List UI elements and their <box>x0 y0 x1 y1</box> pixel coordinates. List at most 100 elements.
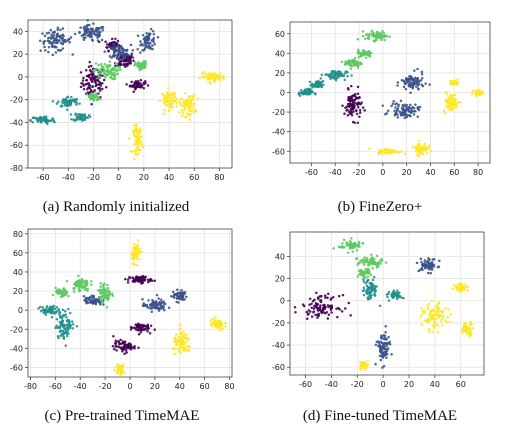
scatter-point <box>99 30 102 34</box>
scatter-point <box>101 29 105 32</box>
scatter-point <box>81 282 84 286</box>
scatter-point <box>134 125 138 128</box>
scatter-point <box>136 131 139 135</box>
x-tick-label: 60 <box>449 168 459 177</box>
scatter-point <box>114 345 117 348</box>
scatter-point <box>162 305 166 308</box>
scatter-point <box>192 102 196 106</box>
series-1 <box>293 291 352 321</box>
scatter-point <box>52 41 56 44</box>
scatter-point <box>49 42 53 45</box>
x-tick-label: -20 <box>99 382 112 391</box>
scatter-point <box>451 107 455 110</box>
scatter-point <box>37 307 40 310</box>
scatter-point <box>464 330 467 333</box>
scatter-point <box>451 101 454 105</box>
scatter-point <box>459 290 462 293</box>
scatter-point <box>391 296 394 300</box>
scatter-point <box>91 73 95 77</box>
scatter-point <box>420 306 423 310</box>
scatter-point <box>70 117 73 121</box>
scatter-point <box>470 92 474 96</box>
scatter-point <box>79 289 82 293</box>
scatter-point <box>128 60 132 64</box>
scatter-point <box>95 92 98 96</box>
scatter-point <box>124 349 128 352</box>
scatter-point <box>131 257 134 261</box>
y-tick-label: 20 <box>13 50 23 59</box>
scatter-point <box>138 127 142 131</box>
scatter-point <box>181 295 184 299</box>
scatter-point <box>163 103 167 106</box>
scatter-point <box>414 81 417 84</box>
scatter-point <box>138 247 142 251</box>
scatter-point <box>51 35 55 38</box>
scatter-point <box>45 32 49 35</box>
scatter-point <box>116 369 119 373</box>
scatter-point <box>342 238 346 242</box>
scatter-point <box>174 97 178 100</box>
scatter-point <box>134 328 138 331</box>
scatter-point <box>352 106 356 110</box>
scatter-point <box>114 341 118 344</box>
scatter-point <box>65 316 68 319</box>
scatter-point <box>61 319 65 322</box>
scatter-point <box>405 78 408 81</box>
scatter-point <box>76 284 80 288</box>
scatter-point <box>113 74 117 77</box>
scatter-point <box>316 316 319 319</box>
scatter-point <box>447 100 451 103</box>
scatter-point <box>365 365 369 369</box>
scatter-point <box>430 268 434 271</box>
y-tick-label: -20 <box>10 325 23 334</box>
x-tick-label: -40 <box>62 173 75 182</box>
scatter-point <box>299 89 303 92</box>
scatter-point <box>72 290 76 293</box>
scatter-point <box>359 51 362 55</box>
scatter-point <box>147 45 150 48</box>
scatter-point <box>403 103 407 106</box>
scatter-point <box>326 73 330 76</box>
scatter-point <box>362 275 365 278</box>
scatter-point <box>361 30 365 33</box>
scatter-point <box>196 97 200 101</box>
scatter-point <box>318 80 321 84</box>
scatter-point <box>349 67 353 70</box>
scatter-point <box>190 102 193 106</box>
scatter-point <box>410 110 414 114</box>
series-2 <box>381 67 431 120</box>
scatter-point <box>95 95 98 99</box>
scatter-point <box>57 325 61 329</box>
scatter-point <box>41 32 44 35</box>
scatter-point <box>116 345 120 349</box>
series-1 <box>341 84 366 125</box>
y-tick-label: 40 <box>275 252 285 261</box>
scatter-point <box>131 150 134 153</box>
scatter-point <box>222 78 225 81</box>
scatter-point <box>117 68 120 71</box>
scatter-point <box>139 276 143 280</box>
scatter-point <box>147 37 151 40</box>
scatter-point <box>390 353 393 356</box>
scatter-point <box>386 347 390 350</box>
scatter-point <box>419 147 423 150</box>
scatter-point <box>351 250 354 254</box>
scatter-point <box>75 103 78 106</box>
scatter-point <box>90 35 93 39</box>
scatter-point <box>94 62 98 65</box>
scatter-point <box>135 135 138 138</box>
scatter-point <box>369 259 372 262</box>
y-tick-label: 20 <box>275 275 285 284</box>
scatter-point <box>83 113 87 116</box>
scatter-point <box>440 319 443 323</box>
scatter-point <box>125 351 128 354</box>
scatter-point <box>355 63 359 66</box>
scatter-point <box>460 283 464 287</box>
scatter-point <box>388 35 391 38</box>
scatter-point <box>53 45 57 48</box>
scatter-point <box>204 72 208 76</box>
scatter-point <box>160 298 163 302</box>
x-tick-label: 20 <box>150 382 160 391</box>
scatter-point <box>355 112 359 116</box>
scatter-point <box>377 263 380 267</box>
